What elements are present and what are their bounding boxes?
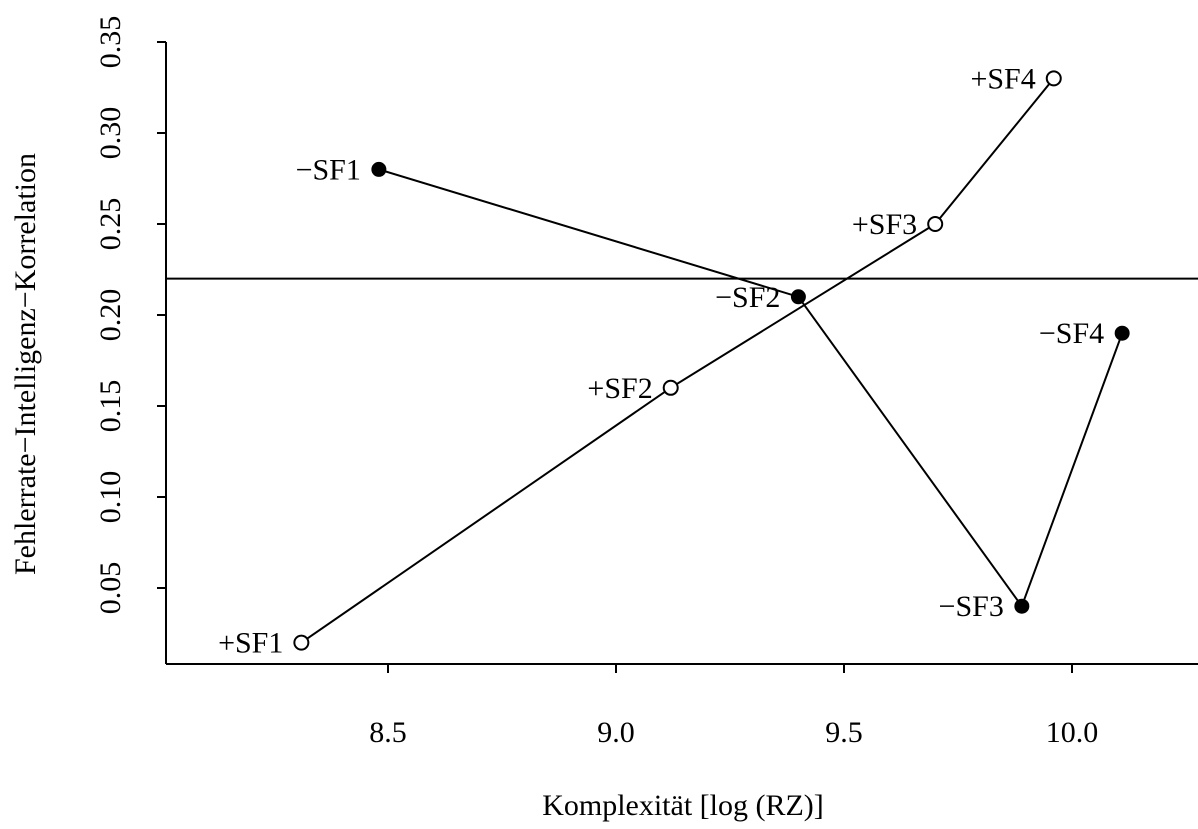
data-point: [790, 289, 806, 305]
series-layer: +SF1 +SF2 +SF3 +SF4 −SF1 −SF2 −SF3 −SF4: [218, 62, 1130, 660]
point-label: +SF1: [218, 627, 283, 660]
series-line: [378, 168, 1124, 609]
series-line: [300, 77, 1055, 644]
y-tick-label: 0.20: [94, 289, 127, 342]
x-tick-label: 9.0: [597, 716, 635, 749]
x-tick-label: 9.5: [825, 716, 863, 749]
x-axis: 8.5 9.0 9.5 10.0: [369, 664, 1098, 749]
point-label: −SF3: [939, 590, 1004, 623]
y-tick-label: 0.10: [94, 471, 127, 524]
point-label: −SF4: [1039, 317, 1104, 350]
y-tick-label: 0.25: [94, 198, 127, 251]
data-point: [927, 216, 944, 232]
data-point: [371, 161, 387, 177]
x-tick-label: 8.5: [369, 716, 407, 749]
plot-frame: [165, 42, 1198, 665]
y-axis-title: Fehlerrate−Intelligenz−Korrelation: [9, 153, 42, 575]
point-label: −SF1: [296, 153, 361, 186]
data-point: [1114, 325, 1130, 341]
series-plus: +SF1 +SF2 +SF3 +SF4: [218, 62, 1062, 660]
series-minus: −SF1 −SF2 −SF3 −SF4: [296, 153, 1130, 623]
x-axis-title: Komplexität [log (RZ)]: [542, 789, 824, 822]
point-label: +SF2: [587, 372, 652, 405]
y-tick-label: 0.05: [94, 562, 127, 615]
y-tick-label: 0.35: [94, 16, 127, 69]
data-point: [293, 634, 310, 651]
data-point: [1045, 70, 1062, 87]
point-label: +SF4: [970, 62, 1035, 95]
y-tick-label: 0.15: [94, 380, 127, 433]
point-label: +SF3: [852, 208, 917, 241]
data-point: [1014, 598, 1030, 614]
data-point: [662, 379, 679, 396]
x-tick-label: 10.0: [1046, 716, 1099, 749]
y-tick-label: 0.30: [94, 107, 127, 160]
y-axis: 0.05 0.10 0.15 0.20 0.25 0.30 0.35: [94, 16, 166, 615]
point-label: −SF2: [715, 281, 780, 314]
